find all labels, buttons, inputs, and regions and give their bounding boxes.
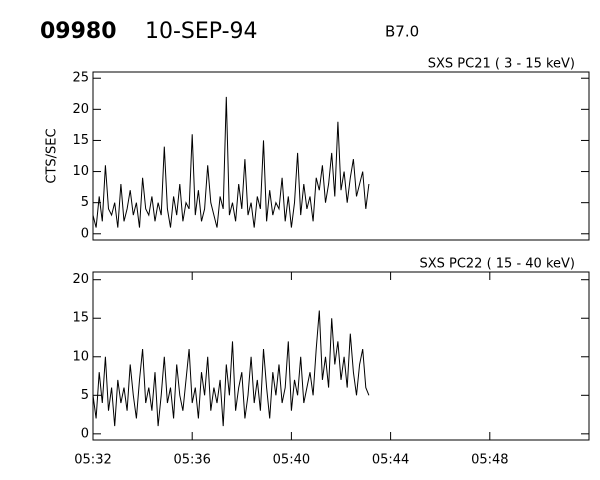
y-tick-label: 25 [72,71,89,86]
x-tick-label: 05:44 [372,453,409,468]
plot-frame [92,71,590,241]
flare-class: B7.0 [385,23,419,41]
y-tick-label: 10 [72,164,89,179]
y-axis-label: CTS/SEC [45,128,60,183]
y-tick-label: 5 [81,195,89,210]
panel-title: SXS PC22 ( 15 - 40 keV) [419,257,575,272]
y-tick-label: 15 [72,133,89,148]
x-tick-label: 05:40 [273,453,310,468]
date: 10-SEP-94 [145,19,258,44]
x-tick-label: 05:36 [173,453,210,468]
y-tick-label: 0 [81,426,89,441]
event-id: 09980 [40,19,117,44]
y-tick-label: 20 [72,272,89,287]
data-line [92,310,370,427]
x-tick-label: 05:32 [74,453,111,468]
data-line [92,96,370,228]
plot-frame [92,271,590,441]
y-tick-label: 10 [72,349,89,364]
y-tick-label: 5 [81,388,89,403]
x-tick-label: 05:48 [471,453,508,468]
panel-title: SXS PC21 ( 3 - 15 keV) [428,57,575,72]
y-tick-label: 0 [81,226,89,241]
y-tick-label: 15 [72,311,89,326]
y-tick-label: 20 [72,102,89,117]
